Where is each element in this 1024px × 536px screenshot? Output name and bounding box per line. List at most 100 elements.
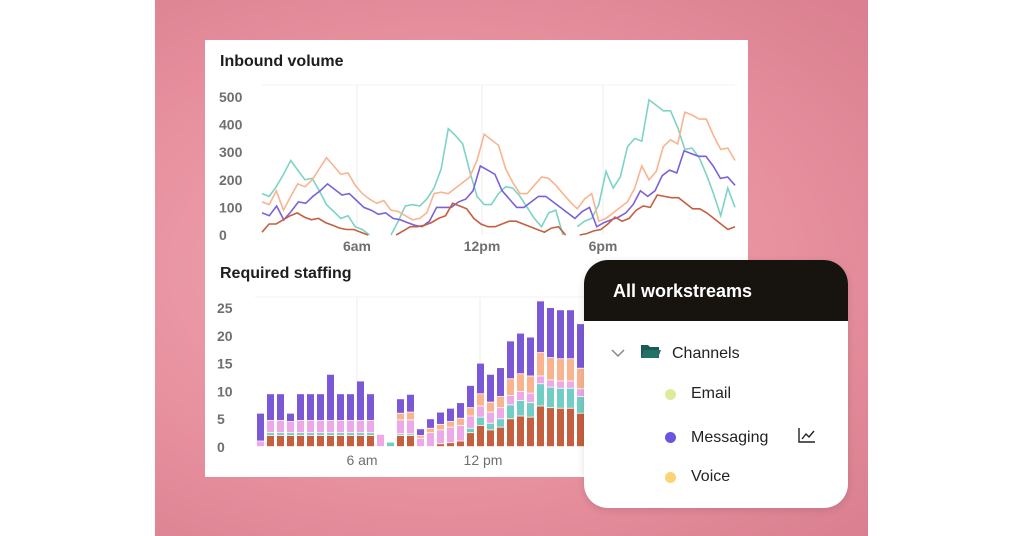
bar-teal: [277, 433, 284, 436]
voice-label: Voice: [691, 468, 731, 485]
folder-icon: [640, 343, 662, 364]
bar-teal: [547, 387, 554, 408]
inbound-volume-title: Inbound volume: [220, 53, 344, 70]
bar-red: [467, 433, 474, 447]
bar-teal: [557, 388, 564, 408]
bar-purple: [367, 394, 374, 421]
bar-teal: [517, 400, 524, 416]
bar-purple: [427, 419, 434, 428]
bar-teal: [567, 388, 574, 408]
bar-pink: [547, 380, 554, 387]
bar-red: [557, 408, 564, 447]
series-line-purple: [261, 149, 736, 228]
bar-pink: [497, 408, 504, 419]
x-tick-label: 6 am: [346, 452, 377, 468]
workstream-email[interactable]: Email: [665, 385, 731, 403]
bar-pink: [437, 430, 444, 444]
bar-purple: [477, 363, 484, 394]
bar-purple: [257, 413, 264, 441]
bar-red: [507, 419, 514, 447]
panel-title: All workstreams: [584, 260, 848, 321]
bar-pink: [457, 425, 464, 441]
bar-purple: [497, 368, 504, 397]
voice-color-dot: [665, 471, 676, 483]
messaging-color-dot: [665, 432, 676, 443]
bar-pink: [407, 420, 414, 434]
bar-pink: [297, 420, 304, 433]
bar-pink: [567, 381, 574, 388]
bar-purple: [517, 333, 524, 374]
bar-orange: [547, 358, 554, 380]
bar-teal: [297, 433, 304, 436]
bar-teal: [337, 433, 344, 436]
bar-pink: [537, 376, 544, 384]
bar-teal: [307, 433, 314, 436]
bar-purple: [357, 381, 364, 421]
bar-teal: [477, 417, 484, 426]
bar-purple: [337, 394, 344, 421]
bar-purple: [417, 429, 424, 436]
bar-purple: [457, 403, 464, 418]
workstreams-panel: All workstreams Channels Email Messaging…: [584, 260, 848, 508]
workstream-messaging[interactable]: Messaging: [665, 427, 816, 448]
series-line-teal: [261, 98, 736, 236]
inbound-volume-chart: 0 100 200 300 400 500 6am 12pm 6pm: [219, 84, 736, 254]
bar-red: [527, 417, 534, 447]
y-tick-label: 0: [219, 227, 227, 243]
bar-pink: [317, 420, 324, 433]
bar-teal: [487, 423, 494, 430]
bar-teal: [527, 403, 534, 417]
y-tick-label: 15: [217, 356, 233, 372]
x-tick-label: 12 pm: [464, 452, 503, 468]
bar-red: [457, 441, 464, 447]
bar-purple: [527, 337, 534, 376]
bar-orange: [437, 424, 444, 430]
bar-pink: [307, 420, 314, 433]
bar-red: [487, 430, 494, 447]
bar-red: [367, 435, 374, 447]
chevron-down-icon[interactable]: [611, 345, 625, 363]
channels-group[interactable]: Channels: [611, 343, 740, 364]
bar-orange: [487, 402, 494, 412]
bar-pink: [337, 420, 344, 433]
y-tick-label: 200: [219, 172, 243, 188]
messaging-label: Messaging: [691, 428, 769, 446]
bar-pink: [267, 420, 274, 433]
bar-red: [297, 435, 304, 447]
bar-pink: [507, 395, 514, 405]
bar-purple: [557, 310, 564, 359]
bar-teal: [507, 405, 514, 419]
bar-purple: [407, 394, 414, 412]
bar-purple: [577, 324, 584, 368]
bar-purple: [567, 310, 574, 359]
bar-red: [517, 416, 524, 447]
bar-pink: [527, 393, 534, 403]
bar-pink: [377, 434, 384, 447]
bar-orange: [527, 376, 534, 393]
bar-purple: [277, 394, 284, 421]
bar-teal: [357, 433, 364, 436]
bar-pink: [257, 441, 264, 447]
bar-red: [267, 435, 274, 447]
bar-pink: [447, 427, 454, 443]
x-tick-label: 12pm: [464, 238, 501, 254]
bar-purple: [307, 394, 314, 421]
y-tick-label: 500: [219, 89, 243, 105]
bar-red: [307, 435, 314, 447]
bar-pink: [367, 420, 374, 433]
bar-red: [337, 435, 344, 447]
bar-pink: [427, 433, 434, 447]
bar-purple: [507, 341, 514, 379]
bar-red: [287, 435, 294, 447]
workstream-voice[interactable]: Voice: [665, 468, 730, 486]
bar-red: [567, 408, 574, 447]
bar-purple: [447, 408, 454, 422]
line-chart-icon[interactable]: [798, 427, 816, 448]
bar-pink: [277, 420, 284, 433]
bar-purple: [267, 394, 274, 421]
bar-purple: [437, 412, 444, 424]
bar-orange: [407, 412, 414, 420]
bar-purple: [327, 374, 334, 421]
bar-red: [437, 444, 444, 447]
bar-teal: [577, 396, 584, 413]
